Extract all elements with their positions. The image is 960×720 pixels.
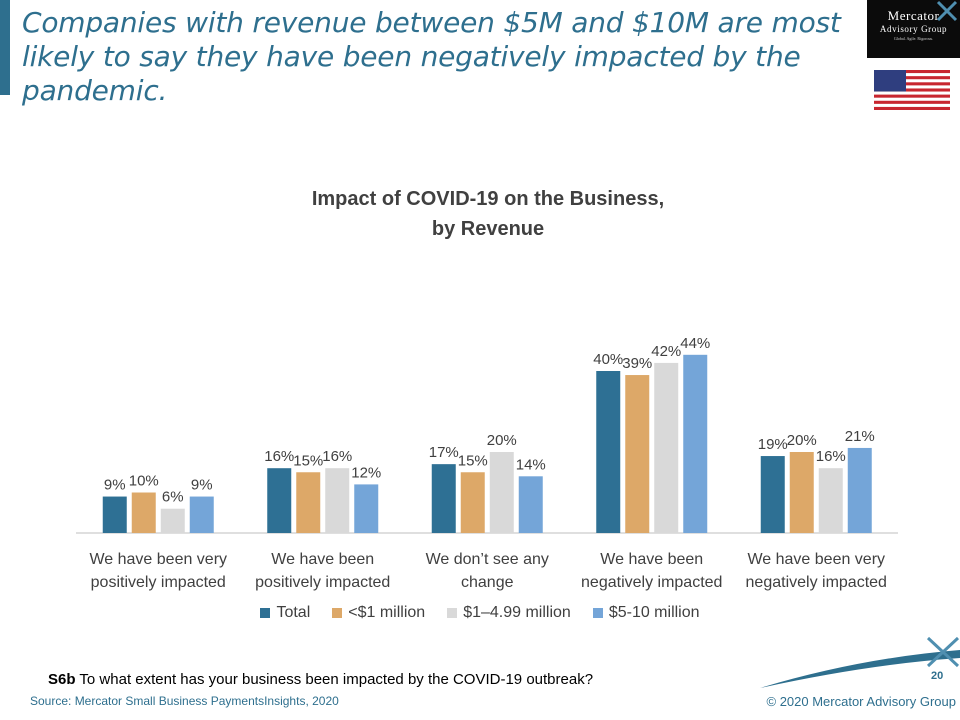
category-label: We have been very bbox=[89, 551, 227, 568]
copyright: © 2020 Mercator Advisory Group bbox=[766, 694, 957, 709]
category-label: We have been bbox=[271, 551, 374, 568]
category-label: negatively impacted bbox=[746, 574, 887, 591]
bar bbox=[518, 476, 543, 533]
legend-swatch bbox=[332, 608, 343, 618]
category-label: negatively impacted bbox=[581, 574, 722, 591]
data-label: 9% bbox=[191, 477, 213, 494]
source-note: Source: Mercator Small Business Payments… bbox=[30, 694, 339, 708]
bar bbox=[131, 492, 156, 533]
us-flag-icon bbox=[874, 70, 950, 110]
bar bbox=[267, 468, 292, 533]
survey-question: S6b To what extent has your business bee… bbox=[48, 671, 593, 688]
bar bbox=[789, 452, 814, 533]
bar bbox=[683, 354, 708, 533]
bar bbox=[296, 472, 321, 533]
legend-item: Total bbox=[260, 604, 310, 622]
data-label: 9% bbox=[104, 477, 126, 494]
data-label: 15% bbox=[293, 452, 323, 469]
bar bbox=[760, 456, 785, 533]
data-label: 16% bbox=[322, 448, 352, 465]
legend-swatch bbox=[592, 608, 603, 618]
data-label: 15% bbox=[458, 452, 488, 469]
bar bbox=[160, 508, 185, 533]
question-text: To what extent has your business been im… bbox=[75, 671, 594, 688]
legend-label: $1–4.99 million bbox=[463, 604, 571, 621]
legend-item: <$1 million bbox=[332, 604, 425, 622]
category-label: We have been bbox=[600, 551, 703, 568]
legend-label: <$1 million bbox=[348, 604, 426, 621]
bar bbox=[818, 468, 843, 533]
bar bbox=[431, 464, 456, 533]
question-code: S6b bbox=[48, 671, 76, 688]
swoosh-decoration-icon bbox=[760, 636, 960, 688]
data-label: 16% bbox=[816, 448, 846, 465]
bar bbox=[325, 468, 350, 533]
mercator-logo: Mercator Advisory Group Global. Agile. R… bbox=[867, 0, 960, 58]
bar-chart: Impact of COVID-19 on the Business, by R… bbox=[76, 188, 898, 591]
bar bbox=[596, 371, 621, 533]
logo-line3: Global. Agile. Rigorous. bbox=[893, 36, 934, 41]
data-label: 21% bbox=[845, 428, 875, 445]
data-label: 19% bbox=[758, 436, 788, 453]
bar bbox=[625, 375, 650, 533]
category-label: positively impacted bbox=[91, 574, 226, 591]
legend-swatch bbox=[260, 608, 271, 618]
chart-title: Impact of COVID-19 on the Business, bbox=[312, 188, 664, 210]
data-label: 20% bbox=[787, 432, 817, 449]
bar bbox=[847, 447, 872, 533]
bar bbox=[654, 362, 679, 533]
category-label: We have been very bbox=[747, 551, 885, 568]
legend-item: $1–4.99 million bbox=[447, 604, 571, 622]
data-label: 39% bbox=[622, 355, 652, 372]
bar bbox=[354, 484, 379, 533]
chart-subtitle: by Revenue bbox=[432, 218, 544, 240]
legend-label: $5-10 million bbox=[608, 604, 700, 621]
data-label: 20% bbox=[487, 432, 517, 449]
category-label: change bbox=[461, 574, 514, 591]
data-label: 40% bbox=[593, 351, 623, 368]
data-label: 6% bbox=[162, 489, 184, 506]
category-label: positively impacted bbox=[255, 574, 390, 591]
data-label: 44% bbox=[680, 335, 710, 352]
data-label: 16% bbox=[264, 448, 294, 465]
legend-item: $5-10 million bbox=[592, 604, 700, 622]
page-number: 20 bbox=[931, 670, 944, 682]
chart-legend: Total <$1 million $1–4.99 million $5-10 mil… bbox=[0, 604, 960, 622]
logo-line2: Advisory Group bbox=[879, 24, 948, 34]
data-label: 10% bbox=[129, 473, 159, 490]
bar bbox=[189, 496, 214, 533]
accent-bar bbox=[0, 0, 10, 95]
legend-swatch bbox=[447, 608, 458, 618]
data-label: 42% bbox=[651, 343, 681, 360]
legend-label: Total bbox=[276, 604, 311, 621]
data-label: 17% bbox=[429, 444, 459, 461]
data-label: 14% bbox=[516, 456, 546, 473]
data-label: 12% bbox=[351, 464, 381, 481]
logo-x-mark-icon bbox=[936, 0, 958, 22]
bar bbox=[460, 472, 485, 533]
category-label: We don’t see any bbox=[426, 551, 549, 568]
bar bbox=[102, 496, 127, 533]
bar bbox=[489, 452, 514, 533]
logo-line1: Mercator bbox=[887, 8, 940, 23]
headline: Companies with revenue between $5M and $… bbox=[22, 6, 841, 107]
